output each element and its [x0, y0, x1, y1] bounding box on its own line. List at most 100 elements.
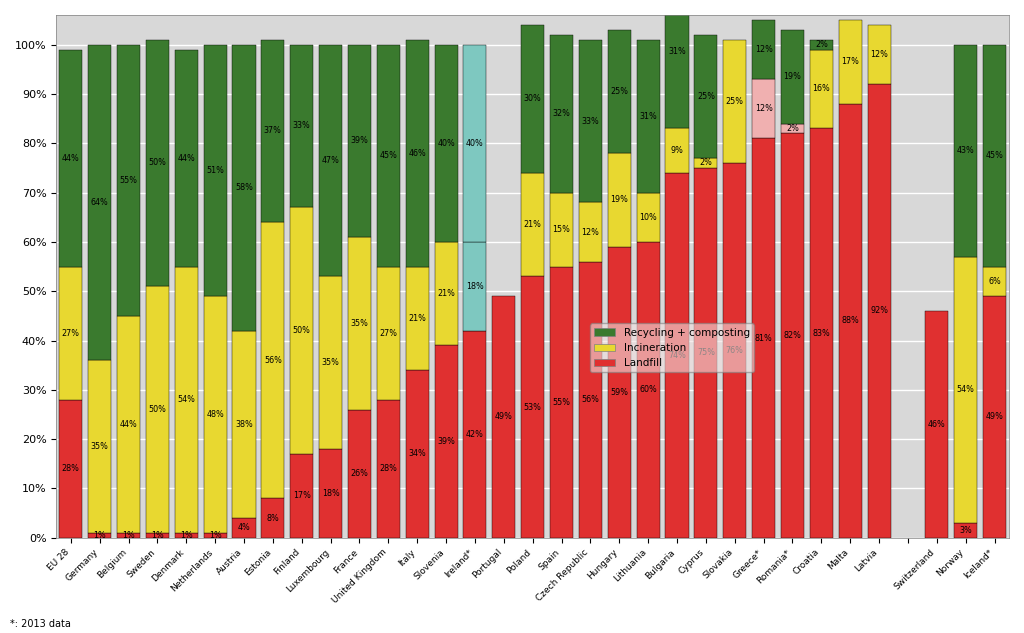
Bar [954, 256, 977, 523]
Bar [752, 20, 775, 79]
Text: 44%: 44% [61, 154, 80, 163]
Text: 2%: 2% [786, 124, 799, 133]
Bar [752, 79, 775, 138]
Bar [464, 44, 486, 242]
Text: 1%: 1% [209, 531, 221, 540]
Bar [867, 25, 891, 84]
Text: 58%: 58% [236, 183, 253, 192]
Text: 37%: 37% [264, 127, 282, 135]
Bar [694, 158, 718, 168]
Bar [954, 523, 977, 538]
Bar [607, 247, 631, 538]
Text: 16%: 16% [812, 84, 830, 94]
Bar [550, 35, 573, 192]
Bar [406, 370, 429, 538]
Text: 49%: 49% [495, 413, 513, 422]
Text: 39%: 39% [437, 437, 455, 446]
Text: 50%: 50% [148, 405, 166, 414]
Text: 44%: 44% [177, 154, 196, 163]
Bar [434, 242, 458, 346]
Text: 40%: 40% [437, 139, 455, 147]
Bar [983, 44, 1007, 266]
Text: 45%: 45% [986, 151, 1004, 160]
Bar [261, 40, 285, 222]
Bar [145, 533, 169, 538]
Bar [232, 44, 256, 330]
Text: 18%: 18% [322, 489, 340, 498]
Text: 88%: 88% [842, 316, 859, 325]
Bar [319, 44, 342, 277]
Text: 31%: 31% [668, 47, 686, 56]
Text: 42%: 42% [466, 430, 484, 439]
Bar [493, 296, 515, 538]
Text: 3%: 3% [959, 526, 972, 535]
Bar [117, 316, 140, 533]
Text: 35%: 35% [91, 442, 109, 451]
Text: 50%: 50% [148, 158, 166, 168]
Bar [117, 533, 140, 538]
Text: 56%: 56% [264, 356, 282, 365]
Bar [464, 242, 486, 330]
Bar [204, 296, 226, 533]
Bar [88, 360, 112, 533]
Text: 75%: 75% [697, 348, 715, 358]
Bar [666, 128, 688, 173]
Text: 2%: 2% [815, 40, 827, 49]
Bar [723, 163, 746, 538]
Text: *: 2013 data: *: 2013 data [10, 618, 71, 629]
Text: 2%: 2% [699, 158, 713, 168]
Bar [204, 533, 226, 538]
Text: 6%: 6% [988, 277, 1000, 286]
Legend: Recycling + composting, Incineration, Landfill: Recycling + composting, Incineration, La… [590, 323, 754, 372]
Bar [666, 173, 688, 538]
Bar [319, 277, 342, 449]
Bar [348, 237, 371, 410]
Bar [550, 266, 573, 538]
Bar [464, 330, 486, 538]
Bar [781, 30, 804, 123]
Text: 32%: 32% [553, 109, 570, 118]
Text: 39%: 39% [350, 136, 369, 145]
Text: 45%: 45% [380, 151, 397, 160]
Bar [261, 498, 285, 538]
Text: 4%: 4% [238, 523, 250, 532]
Text: 17%: 17% [842, 58, 859, 66]
Text: 12%: 12% [755, 45, 772, 54]
Text: 1%: 1% [180, 531, 193, 540]
Bar [637, 192, 659, 242]
Text: 82%: 82% [783, 331, 802, 340]
Bar [348, 44, 371, 237]
Bar [694, 35, 718, 158]
Text: 44%: 44% [120, 420, 137, 429]
Text: 1%: 1% [93, 531, 106, 540]
Text: 27%: 27% [379, 329, 397, 337]
Bar [521, 173, 544, 277]
Text: 38%: 38% [236, 420, 253, 429]
Text: 31%: 31% [639, 111, 657, 121]
Text: 59%: 59% [610, 388, 629, 397]
Bar [290, 208, 313, 454]
Bar [59, 49, 82, 266]
Text: 28%: 28% [380, 464, 397, 473]
Bar [377, 44, 400, 266]
Text: 60%: 60% [639, 385, 657, 394]
Text: 12%: 12% [755, 104, 772, 113]
Bar [434, 44, 458, 242]
Bar [752, 138, 775, 538]
Bar [839, 104, 862, 538]
Text: 25%: 25% [697, 92, 715, 101]
Bar [983, 266, 1007, 296]
Bar [145, 40, 169, 286]
Text: 54%: 54% [177, 395, 196, 404]
Bar [290, 44, 313, 208]
Bar [175, 533, 198, 538]
Bar [579, 261, 602, 538]
Bar [434, 346, 458, 538]
Bar [117, 44, 140, 316]
Text: 27%: 27% [61, 329, 80, 337]
Bar [579, 203, 602, 261]
Text: 35%: 35% [322, 358, 340, 367]
Bar [377, 266, 400, 399]
Bar [88, 44, 112, 360]
Bar [810, 40, 833, 49]
